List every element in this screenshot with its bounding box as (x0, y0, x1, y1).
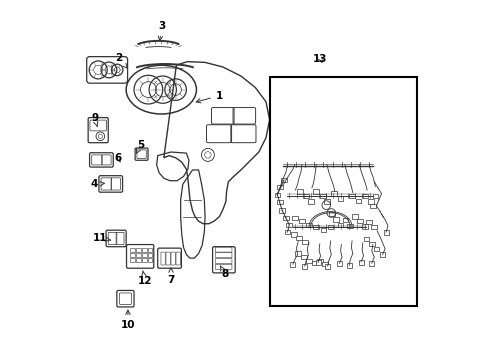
Bar (361, 225, 367, 229)
Bar (284, 230, 290, 234)
Bar (329, 212, 335, 216)
Bar (277, 185, 283, 189)
Bar (346, 263, 351, 268)
Text: 3: 3 (158, 21, 165, 41)
Text: 6: 6 (114, 153, 122, 163)
Bar (373, 247, 379, 251)
Bar (286, 223, 292, 227)
Bar (313, 189, 319, 194)
Bar (298, 219, 304, 224)
Bar (351, 215, 357, 219)
Text: 7: 7 (167, 268, 174, 285)
Bar (332, 217, 338, 222)
Bar (290, 232, 296, 237)
Bar (276, 200, 282, 204)
Text: 8: 8 (220, 266, 228, 279)
Bar (136, 248, 140, 252)
Bar (307, 199, 313, 204)
Text: 1: 1 (196, 91, 223, 103)
Bar (355, 199, 361, 203)
Text: 11: 11 (93, 233, 110, 243)
Bar (363, 237, 368, 241)
Bar (325, 264, 329, 269)
Bar (313, 225, 319, 229)
Bar (130, 248, 135, 252)
Bar (330, 192, 336, 196)
Text: 4: 4 (91, 179, 104, 189)
Bar (311, 261, 317, 265)
Bar (279, 208, 285, 213)
Bar (316, 258, 322, 263)
Bar (130, 253, 135, 257)
Text: 2: 2 (114, 53, 127, 68)
Bar (358, 260, 363, 265)
Bar (147, 248, 152, 252)
Bar (368, 261, 373, 266)
Bar (136, 258, 140, 262)
Text: 10: 10 (121, 310, 135, 330)
Bar (291, 216, 297, 220)
Bar (368, 242, 374, 246)
Bar (315, 260, 320, 265)
Bar (336, 261, 341, 266)
Bar (369, 204, 375, 208)
Bar (367, 199, 373, 204)
Bar (295, 251, 301, 256)
Bar (383, 230, 388, 235)
Bar (296, 236, 301, 240)
Bar (327, 225, 333, 229)
Bar (303, 194, 308, 198)
Bar (346, 224, 352, 228)
Bar (147, 253, 152, 257)
Bar (379, 252, 384, 257)
Bar (300, 255, 306, 259)
Bar (319, 194, 325, 198)
Bar (305, 258, 311, 263)
Bar (136, 253, 140, 257)
Bar (297, 189, 303, 194)
Bar (147, 258, 152, 262)
Bar (282, 216, 288, 220)
Text: 9: 9 (91, 113, 98, 126)
Bar (356, 219, 362, 224)
Bar (302, 264, 306, 269)
Bar (270, 77, 416, 306)
Bar (324, 199, 329, 204)
Bar (372, 194, 378, 198)
Bar (348, 194, 354, 198)
Bar (290, 262, 295, 267)
Text: 12: 12 (137, 271, 152, 286)
Bar (274, 193, 280, 197)
Bar (371, 225, 376, 229)
Bar (130, 258, 135, 262)
Bar (366, 220, 371, 225)
Bar (322, 262, 327, 266)
Bar (142, 253, 146, 257)
Bar (142, 248, 146, 252)
Bar (361, 194, 367, 198)
Text: 5: 5 (136, 140, 144, 153)
Text: 13: 13 (313, 54, 327, 64)
Bar (337, 197, 343, 201)
Bar (281, 178, 286, 182)
Bar (305, 223, 311, 227)
Bar (320, 228, 325, 232)
Bar (342, 218, 348, 222)
Bar (301, 239, 307, 244)
Bar (142, 258, 146, 262)
Bar (337, 223, 343, 227)
